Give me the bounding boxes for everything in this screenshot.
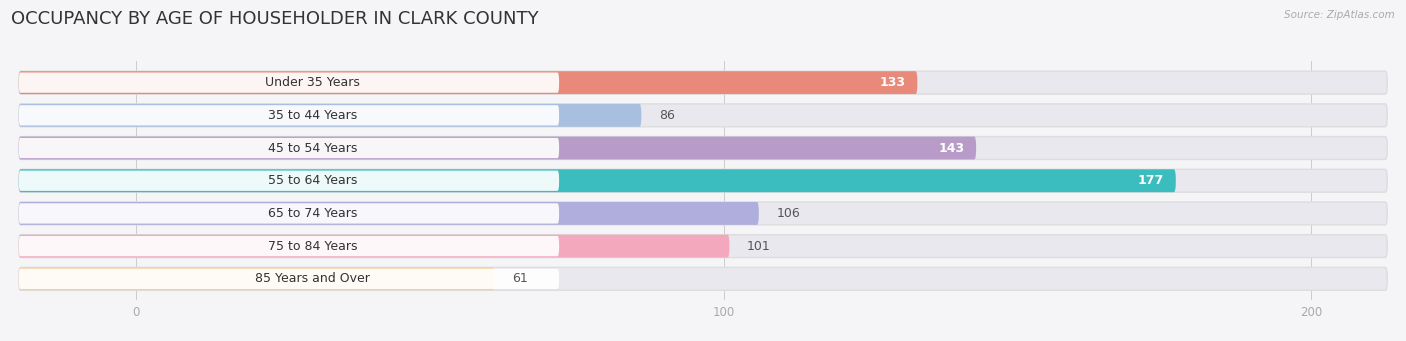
FancyBboxPatch shape <box>18 137 1388 160</box>
Text: 177: 177 <box>1137 174 1164 187</box>
FancyBboxPatch shape <box>18 169 1388 192</box>
FancyBboxPatch shape <box>18 73 560 93</box>
FancyBboxPatch shape <box>18 137 976 160</box>
Text: 45 to 54 Years: 45 to 54 Years <box>267 142 357 154</box>
Text: 65 to 74 Years: 65 to 74 Years <box>267 207 357 220</box>
FancyBboxPatch shape <box>18 71 917 94</box>
FancyBboxPatch shape <box>18 170 560 191</box>
Text: OCCUPANCY BY AGE OF HOUSEHOLDER IN CLARK COUNTY: OCCUPANCY BY AGE OF HOUSEHOLDER IN CLARK… <box>11 10 538 28</box>
Text: 85 Years and Over: 85 Years and Over <box>254 272 370 285</box>
Text: 106: 106 <box>776 207 800 220</box>
FancyBboxPatch shape <box>18 235 1388 257</box>
FancyBboxPatch shape <box>18 138 560 158</box>
FancyBboxPatch shape <box>18 236 560 256</box>
FancyBboxPatch shape <box>18 267 495 290</box>
FancyBboxPatch shape <box>18 203 560 224</box>
FancyBboxPatch shape <box>18 202 759 225</box>
Text: 35 to 44 Years: 35 to 44 Years <box>267 109 357 122</box>
Text: 133: 133 <box>880 76 905 89</box>
FancyBboxPatch shape <box>18 235 730 257</box>
FancyBboxPatch shape <box>18 269 560 289</box>
FancyBboxPatch shape <box>18 104 1388 127</box>
FancyBboxPatch shape <box>18 104 641 127</box>
Text: Under 35 Years: Under 35 Years <box>264 76 360 89</box>
Text: 101: 101 <box>747 240 770 253</box>
Text: 61: 61 <box>512 272 527 285</box>
Text: 86: 86 <box>659 109 675 122</box>
Text: Source: ZipAtlas.com: Source: ZipAtlas.com <box>1284 10 1395 20</box>
Text: 143: 143 <box>938 142 965 154</box>
FancyBboxPatch shape <box>18 71 1388 94</box>
FancyBboxPatch shape <box>18 202 1388 225</box>
Text: 75 to 84 Years: 75 to 84 Years <box>267 240 357 253</box>
FancyBboxPatch shape <box>18 267 1388 290</box>
FancyBboxPatch shape <box>18 105 560 125</box>
FancyBboxPatch shape <box>18 169 1175 192</box>
Text: 55 to 64 Years: 55 to 64 Years <box>267 174 357 187</box>
